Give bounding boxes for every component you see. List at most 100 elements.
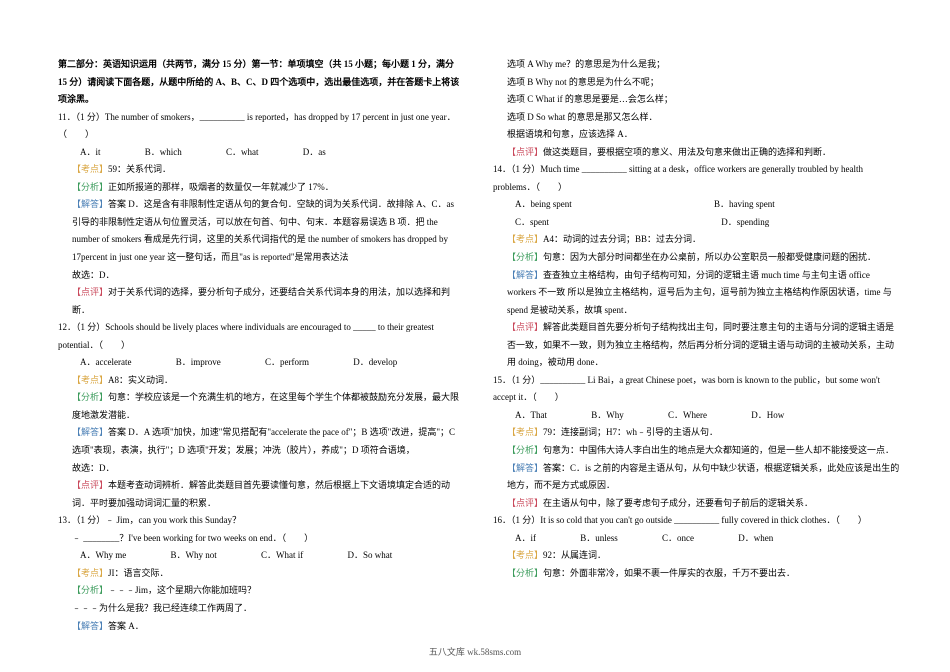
kaodian-label: 【考点】 [507,234,543,244]
opt-c: C．what [226,144,259,162]
dianping-text: 在主语从句中，除了要考虑句子成分，还要看句子前后的逻辑关系． [543,498,813,508]
jieda-label: 【解答】 [72,427,108,437]
opt-a: A．That [515,407,547,425]
q13-stem: 13．（1 分）﹣ Jim，can you work this Sunday？ [58,512,465,530]
fenxi-text: 句意为：中国伟大诗人李白出生的地点是大众都知道的，但是一些人却不能接受这一点． [543,445,894,455]
q15-options: A．That B．Why C．Where D．How [493,407,900,425]
kaodian-text: 79：连接副词；H7：wh﹣引导的主语从句． [543,427,718,437]
right-column: 选项 A Why me？的意思是为什么是我； 选项 B Why not 的意思是… [493,56,900,635]
q14-options-row1: A．being spent B．having spent [493,196,900,214]
q13-l2: 选项 B Why not 的意思是为什么不呢； [493,74,900,92]
q16-stem: 16．（1 分）It is so cold that you can't go … [493,512,900,530]
jieda-text: 答案 D．这是含有非限制性定语从句的复合句．空缺的词为关系代词．故排除 A、C．… [72,199,454,262]
section-header: 第二部分：英语知识运用（共两节，满分 15 分）第一节：单项填空（共 15 小题… [58,56,465,109]
q11-kaodian: 【考点】59：关系代词． [58,161,465,179]
kaodian-text: 92：从属连词． [543,550,606,560]
q13-fenxi2: ﹣﹣﹣为什么是我？我已经连续工作两周了． [58,600,465,618]
kaodian-label: 【考点】 [507,550,543,560]
opt-b: B．Why not [171,547,217,565]
jieda-label: 【解答】 [507,270,543,280]
opt-a: A．if [515,530,536,548]
q13-l5: 根据语境和句意，应该选择 A． [493,126,900,144]
opt-a: A．accelerate [80,354,131,372]
q14-stem: 14．（1 分）Much time __________ sitting at … [493,161,900,196]
fenxi-label: 【分析】 [507,445,543,455]
q12-options: A．accelerate B．improve C．perform D．devel… [58,354,465,372]
kaodian-label: 【考点】 [507,427,543,437]
kaodian-text: A4：动词的过去分词；BB：过去分词． [543,234,701,244]
opt-c: C．What if [261,547,303,565]
jieda-label: 【解答】 [72,621,108,631]
q12-fenxi: 【分析】句意：学校应该是一个充满生机的地方，在这里每个学生个体都被鼓励充分发展，… [58,389,465,424]
opt-a: A．being spent [515,196,572,214]
kaodian-label: 【考点】 [72,568,108,578]
q13-l1: 选项 A Why me？的意思是为什么是我； [493,56,900,74]
dianping-text: 解答此类题目首先要分析句子结构找出主句，同时要注意主句的主语与分词的逻辑主语是否… [507,322,894,367]
q14-fenxi: 【分析】句意：因为大部分时间都坐在办公桌前，所以办公室职员一般都受健康问题的困扰… [493,249,900,267]
q13-kaodian: 【考点】JI：语言交际． [58,565,465,583]
q16-options: A．if B．unless C．once D．when [493,530,900,548]
q13-options: A．Why me B．Why not C．What if D．So what [58,547,465,565]
q16-kaodian: 【考点】92：从属连词． [493,547,900,565]
fenxi-text: 句意：外面非常冷，如果不裹一件厚实的衣服，千万不要出去． [543,568,795,578]
fenxi-label: 【分析】 [507,568,543,578]
q12-kaodian: 【考点】A8：实义动词． [58,372,465,390]
kaodian-text: JI：语言交际． [108,568,169,578]
q13-stem2: ﹣ ________？I've been working for two wee… [58,530,465,548]
opt-d: D．develop [353,354,397,372]
q15-fenxi: 【分析】句意为：中国伟大诗人李白出生的地点是大众都知道的，但是一些人却不能接受这… [493,442,900,460]
q14-dianping: 【点评】解答此类题目首先要分析句子结构找出主句，同时要注意主句的主语与分词的逻辑… [493,319,900,372]
q13-dianping: 【点评】做这类题目，要根据空项的意义、用法及句意来做出正确的选择和判断． [493,144,900,162]
opt-d: D．as [303,144,326,162]
q12-dianping: 【点评】本题考查动词辨析．解答此类题目首先要读懂句意，然后根据上下文语境填定合适… [58,477,465,512]
q16-fenxi: 【分析】句意：外面非常冷，如果不裹一件厚实的衣服，千万不要出去． [493,565,900,583]
opt-d: D．when [738,530,773,548]
q15-dianping: 【点评】在主语从句中，除了要考虑句子成分，还要看句子前后的逻辑关系． [493,495,900,513]
q12-jieda2: 故选：D． [58,460,465,478]
fenxi-text: 正如所报道的那样，吸烟者的数量仅一年就减少了 17%． [108,182,334,192]
q13-jieda: 【解答】答案 A． [58,618,465,636]
q13-l4: 选项 D So what 的意思是那又怎么样． [493,109,900,127]
opt-d: D．So what [348,547,393,565]
q11-jieda2: 故选：D． [58,267,465,285]
opt-a: A．Why me [80,547,126,565]
opt-b: B．Why [591,407,624,425]
fenxi-label: 【分析】 [72,585,108,595]
q13-fenxi: 【分析】﹣﹣﹣Jim，这个星期六你能加班吗？ [58,582,465,600]
opt-c: C．spent [515,214,549,232]
opt-c: C．perform [265,354,309,372]
kaodian-text: A8：实义动词． [108,375,173,385]
dianping-label: 【点评】 [507,147,543,157]
q14-kaodian: 【考点】A4：动词的过去分词；BB：过去分词． [493,231,900,249]
dianping-label: 【点评】 [507,498,543,508]
dianping-label: 【点评】 [72,480,108,490]
opt-b: B．which [145,144,182,162]
q11-stem: 11．（1 分）The number of smokers，__________… [58,109,465,144]
page: 第二部分：英语知识运用（共两节，满分 15 分）第一节：单项填空（共 15 小题… [0,0,950,635]
q12-jieda: 【解答】答案 D．A 选项"加快，加速"常见搭配有"accelerate the… [58,424,465,459]
kaodian-label: 【考点】 [72,375,108,385]
q11-dianping: 【点评】对于关系代词的选择，要分析句子成分，还要结合关系代词本身的用法，加以选择… [58,284,465,319]
q11-options: A．it B．which C．what D．as [58,144,465,162]
fenxi-label: 【分析】 [72,182,108,192]
q11-fenxi: 【分析】正如所报道的那样，吸烟者的数量仅一年就减少了 17%． [58,179,465,197]
jieda-label: 【解答】 [507,463,543,473]
jieda-text: 答案 D．A 选项"加快，加速"常见搭配有"accelerate the pac… [72,427,455,455]
q15-stem: 15．（1 分）__________ Li Bai，a great Chines… [493,372,900,407]
jieda-text: 答案：C．is 之前的内容是主语从句，从句中缺少状语，根据逻辑关系，此处应该是出… [507,463,899,491]
kaodian-label: 【考点】 [72,164,108,174]
opt-c: C．Where [668,407,707,425]
fenxi-label: 【分析】 [507,252,543,262]
dianping-text: 本题考查动词辨析．解答此类题目首先要读懂句意，然后根据上下文语境填定合适的动词．… [72,480,450,508]
left-column: 第二部分：英语知识运用（共两节，满分 15 分）第一节：单项填空（共 15 小题… [58,56,465,635]
fenxi-text: 句意：学校应该是一个充满生机的地方，在这里每个学生个体都被鼓励充分发展，最大限度… [72,392,459,420]
fenxi-text: 句意：因为大部分时间都坐在办公桌前，所以办公室职员一般都受健康问题的困扰． [543,252,876,262]
opt-d: D．How [751,407,784,425]
fenxi-text: ﹣﹣﹣Jim，这个星期六你能加班吗？ [108,585,256,595]
opt-c: C．once [662,530,694,548]
opt-d: D．spending [721,214,769,232]
dianping-label: 【点评】 [72,287,108,297]
opt-b: B．improve [176,354,221,372]
dianping-text: 对于关系代词的选择，要分析句子成分，还要结合关系代词本身的用法，加以选择和判断． [72,287,450,315]
q15-kaodian: 【考点】79：连接副词；H7：wh﹣引导的主语从句． [493,424,900,442]
